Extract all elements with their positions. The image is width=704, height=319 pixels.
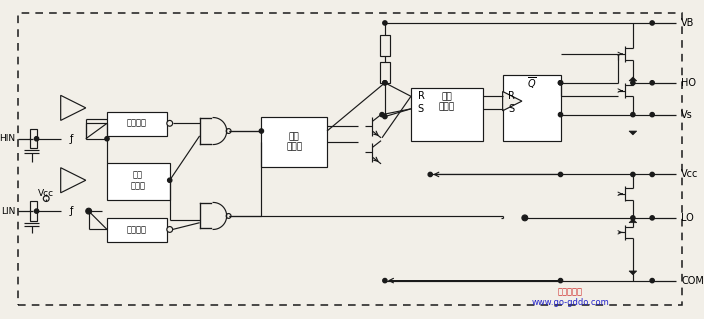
- Circle shape: [226, 129, 231, 133]
- Bar: [107, 218, 167, 242]
- Circle shape: [631, 113, 635, 117]
- Circle shape: [650, 113, 654, 117]
- Circle shape: [34, 209, 39, 213]
- Circle shape: [631, 81, 635, 85]
- Text: ƒ: ƒ: [70, 134, 73, 144]
- Text: VB: VB: [681, 18, 695, 28]
- Circle shape: [650, 81, 654, 85]
- Circle shape: [44, 196, 49, 202]
- Circle shape: [86, 208, 92, 214]
- Circle shape: [30, 209, 34, 213]
- Text: 欠压
检测器: 欠压 检测器: [130, 171, 146, 190]
- Circle shape: [167, 120, 172, 126]
- Circle shape: [522, 216, 527, 220]
- Text: 脉冲
滤波器: 脉冲 滤波器: [439, 93, 455, 112]
- Circle shape: [259, 129, 263, 133]
- Text: S: S: [508, 104, 515, 114]
- Bar: [411, 88, 484, 141]
- Circle shape: [558, 81, 562, 85]
- Circle shape: [383, 21, 387, 25]
- Polygon shape: [629, 77, 636, 81]
- Circle shape: [650, 216, 654, 220]
- Text: R: R: [417, 91, 425, 101]
- Text: HIN: HIN: [0, 134, 15, 143]
- Text: LIN: LIN: [1, 207, 15, 216]
- Text: Vs: Vs: [681, 110, 693, 120]
- Circle shape: [631, 216, 635, 220]
- Polygon shape: [61, 95, 86, 120]
- Circle shape: [105, 137, 109, 141]
- Text: S: S: [417, 104, 424, 114]
- Bar: [503, 75, 560, 141]
- Circle shape: [558, 278, 562, 283]
- Text: 死区时间: 死区时间: [127, 119, 147, 128]
- Circle shape: [631, 172, 635, 177]
- Polygon shape: [629, 131, 636, 135]
- Polygon shape: [61, 168, 86, 193]
- Text: ƒ: ƒ: [70, 206, 73, 216]
- Polygon shape: [503, 92, 522, 111]
- Bar: [107, 163, 170, 200]
- Circle shape: [558, 172, 562, 177]
- Text: www.go-gddo.com: www.go-gddo.com: [532, 298, 609, 307]
- Circle shape: [168, 178, 172, 182]
- Circle shape: [650, 278, 654, 283]
- Circle shape: [650, 21, 654, 25]
- Circle shape: [383, 278, 387, 283]
- Text: COM: COM: [681, 276, 704, 286]
- Circle shape: [383, 81, 387, 85]
- Text: 脉冲
发生器: 脉冲 发生器: [286, 132, 302, 151]
- Circle shape: [383, 81, 387, 85]
- Polygon shape: [629, 271, 636, 275]
- Text: HO: HO: [681, 78, 696, 88]
- Text: 死区时间: 死区时间: [127, 225, 147, 234]
- Circle shape: [650, 172, 654, 177]
- Text: Vcc: Vcc: [38, 189, 54, 198]
- Bar: [380, 62, 390, 83]
- Bar: [30, 202, 37, 221]
- Circle shape: [30, 137, 34, 141]
- Bar: [261, 116, 327, 167]
- Circle shape: [87, 209, 91, 213]
- Polygon shape: [629, 219, 636, 223]
- Text: LO: LO: [681, 213, 694, 223]
- Circle shape: [226, 213, 231, 219]
- Text: 广电电器网: 广电电器网: [558, 288, 583, 297]
- Circle shape: [380, 113, 384, 117]
- Text: R: R: [508, 91, 515, 101]
- Bar: [107, 112, 167, 136]
- Circle shape: [167, 226, 172, 232]
- Text: Vcc: Vcc: [681, 169, 698, 180]
- Circle shape: [558, 81, 562, 85]
- Bar: [380, 34, 390, 56]
- Bar: [30, 129, 37, 148]
- Circle shape: [522, 215, 528, 221]
- Circle shape: [428, 172, 432, 177]
- Circle shape: [383, 115, 387, 119]
- Text: $\overline{Q}$: $\overline{Q}$: [527, 75, 536, 91]
- Circle shape: [34, 137, 39, 141]
- Circle shape: [558, 113, 562, 117]
